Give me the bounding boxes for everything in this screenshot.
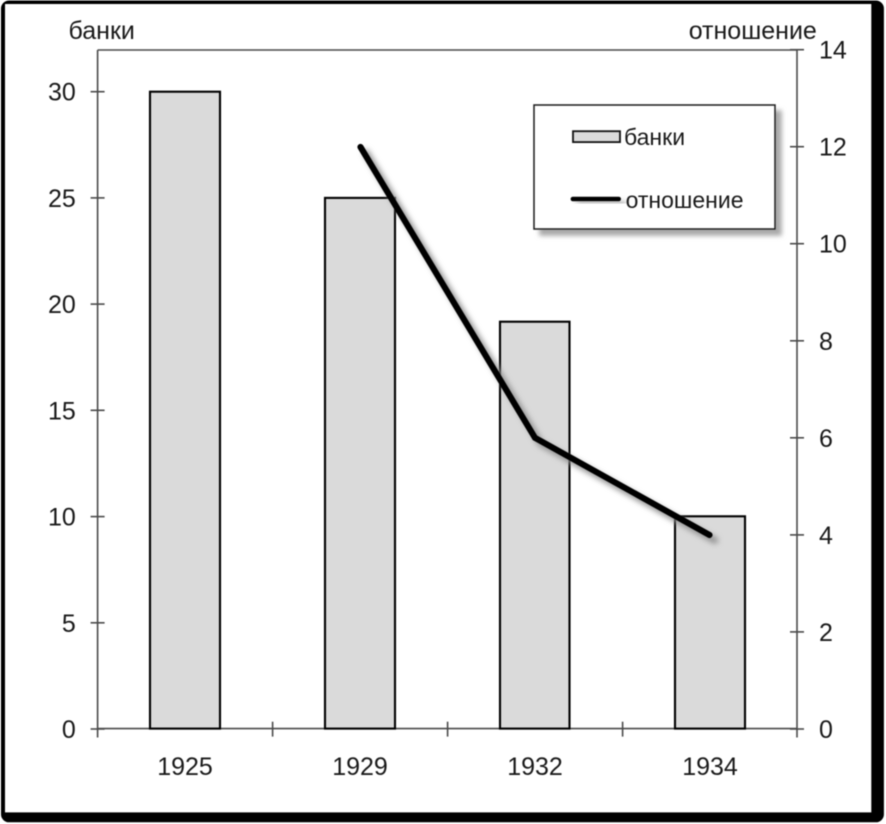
svg-text:1929: 1929: [332, 753, 388, 781]
svg-text:20: 20: [48, 291, 76, 319]
svg-text:30: 30: [48, 79, 76, 107]
svg-text:5: 5: [62, 610, 76, 638]
svg-text:банки: банки: [69, 17, 135, 45]
svg-text:1932: 1932: [507, 753, 563, 781]
svg-text:12: 12: [819, 134, 847, 162]
svg-text:1925: 1925: [157, 753, 213, 781]
svg-text:2: 2: [819, 619, 833, 647]
svg-text:банки: банки: [624, 124, 685, 150]
svg-text:отношение: отношение: [626, 187, 744, 213]
svg-text:4: 4: [819, 522, 833, 550]
svg-text:8: 8: [819, 328, 833, 356]
svg-text:6: 6: [819, 425, 833, 453]
svg-text:0: 0: [62, 716, 76, 744]
svg-text:0: 0: [819, 716, 833, 744]
svg-text:14: 14: [819, 37, 847, 65]
svg-text:10: 10: [819, 231, 847, 259]
svg-text:10: 10: [48, 504, 76, 532]
svg-text:отношение: отношение: [689, 17, 817, 45]
svg-text:25: 25: [48, 185, 76, 213]
svg-text:1934: 1934: [682, 753, 738, 781]
svg-text:15: 15: [48, 397, 76, 425]
